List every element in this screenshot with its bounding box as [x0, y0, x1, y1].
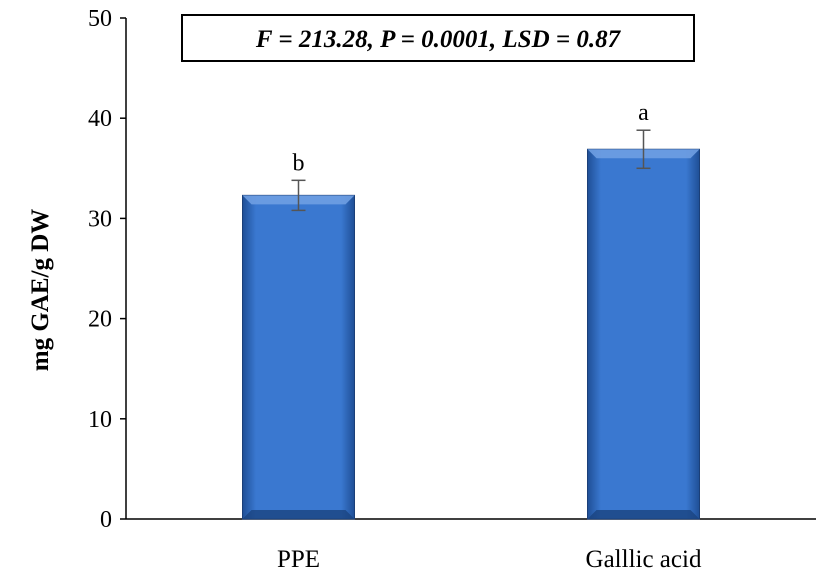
y-axis-label: mg GAE/g DW — [27, 209, 54, 372]
bar — [242, 194, 355, 520]
y-tick-label: 40 — [88, 106, 112, 132]
bar-group — [587, 148, 700, 520]
bars — [242, 148, 700, 520]
y-tick-label: 10 — [88, 407, 112, 433]
stats-annotation-frame — [181, 14, 695, 62]
y-tick-label: 0 — [100, 507, 112, 533]
stats-annotation-box: F = 213.28, P = 0.0001, LSD = 0.87 — [181, 14, 695, 62]
y-tick-label: 20 — [88, 307, 112, 333]
category-label: PPE — [277, 546, 320, 573]
bar — [587, 148, 700, 520]
significance-label: a — [638, 100, 649, 126]
category-label: Galllic acid — [586, 546, 702, 573]
error-bar — [636, 129, 651, 170]
bar-bevel-bottom — [587, 510, 700, 519]
error-bar — [291, 179, 306, 212]
bar-bevel-bottom — [242, 510, 355, 519]
significance-label: b — [293, 150, 305, 176]
error-bars — [291, 129, 651, 212]
bar-group — [242, 194, 355, 520]
stats-annotation: F = 213.28, P = 0.0001, LSD = 0.87 — [255, 26, 622, 53]
y-tick-label: 50 — [88, 6, 112, 32]
y-tick-label: 30 — [88, 206, 112, 232]
y-axis: 0 10 20 30 40 50 — [88, 6, 127, 533]
category-labels: b PPE a Galllic acid — [277, 100, 702, 573]
